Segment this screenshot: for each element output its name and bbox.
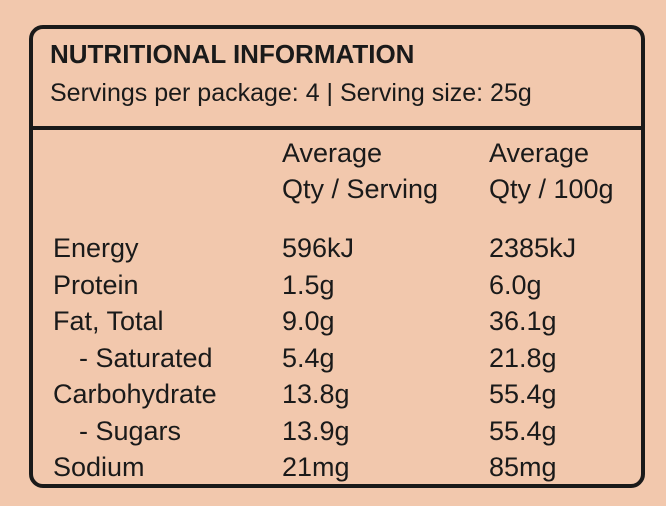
- per-100g-value: 55.4g: [489, 415, 557, 446]
- nutrient-label: Sodium: [53, 452, 145, 482]
- per-100g-value: 85mg: [489, 452, 557, 482]
- nutrient-row-sodium: Sodium 21mg 85mg: [33, 449, 641, 486]
- per-100g-value: 2385kJ: [489, 233, 577, 263]
- header-divider: [29, 126, 645, 130]
- nutrient-label: Energy: [53, 233, 139, 263]
- per-serving-value: 9.0g: [282, 306, 335, 336]
- column-header-line: Qty / Serving: [282, 174, 439, 204]
- nutrient-label: - Saturated: [79, 342, 213, 373]
- per-serving-value: 21mg: [282, 452, 350, 482]
- per-serving-value: 596kJ: [282, 233, 355, 263]
- nutrient-row-protein: Protein 1.5g 6.0g: [33, 267, 641, 304]
- nutrition-panel: NUTRITIONAL INFORMATION Servings per pac…: [29, 25, 645, 488]
- nutrient-row-fat-total: Fat, Total 9.0g 36.1g: [33, 303, 641, 340]
- per-100g-value: 6.0g: [489, 269, 542, 300]
- nutrient-label: Protein: [53, 269, 139, 300]
- column-header-per-serving: Average Qty / Serving: [282, 135, 438, 207]
- serving-info: Servings per package: 4 | Serving size: …: [50, 79, 532, 107]
- per-serving-value: 1.5g: [282, 269, 335, 300]
- nutrient-row-energy: Energy 596kJ 2385kJ: [33, 230, 641, 267]
- nutrient-rows: Energy 596kJ 2385kJ Protein 1.5g 6.0g Fa…: [33, 230, 641, 486]
- nutrient-label: Carbohydrate: [53, 379, 217, 409]
- nutrient-row-sugars: - Sugars 13.9g 55.4g: [33, 413, 641, 450]
- nutrient-row-saturated: - Saturated 5.4g 21.8g: [33, 340, 641, 377]
- per-100g-value: 55.4g: [489, 379, 557, 409]
- nutrient-row-carbohydrate: Carbohydrate 13.8g 55.4g: [33, 376, 641, 413]
- column-header-line: Qty / 100g: [489, 174, 614, 204]
- nutrient-label: Fat, Total: [53, 306, 164, 336]
- per-100g-value: 36.1g: [489, 306, 557, 336]
- panel-title: NUTRITIONAL INFORMATION: [50, 39, 415, 69]
- per-serving-value: 13.8g: [282, 379, 350, 409]
- per-serving-value: 13.9g: [282, 415, 350, 446]
- nutrient-label: - Sugars: [79, 415, 182, 446]
- per-100g-value: 21.8g: [489, 342, 557, 373]
- column-header-line: Average: [489, 138, 590, 168]
- per-serving-value: 5.4g: [282, 342, 335, 373]
- column-header-per-100g: Average Qty / 100g: [489, 135, 614, 207]
- column-header-line: Average: [282, 138, 383, 168]
